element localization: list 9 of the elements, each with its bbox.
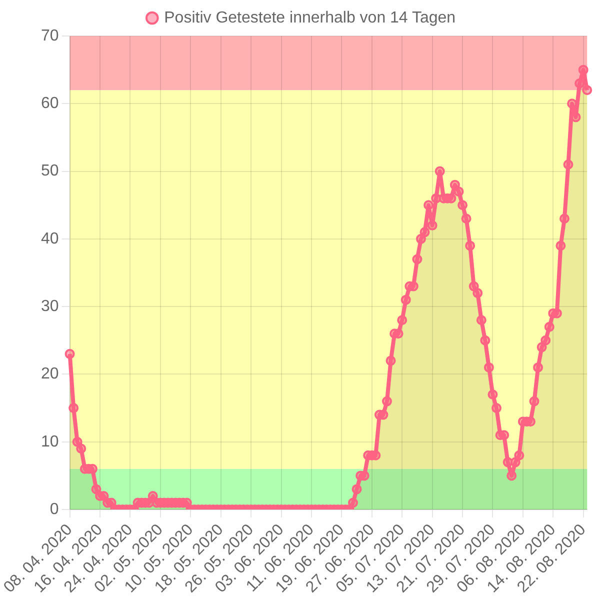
y-tick-label: 20: [41, 366, 59, 383]
legend-label: Positiv Getestete innerhalb von 14 Tagen: [164, 9, 456, 26]
y-tick-label: 50: [41, 162, 59, 180]
y-tick-label: 0: [50, 500, 59, 518]
y-tick-label: 70: [41, 27, 59, 44]
y-tick-label: 40: [41, 230, 59, 248]
y-tick-label: 60: [41, 95, 59, 112]
y-tick-label: 10: [41, 433, 59, 450]
y-tick-label: 30: [41, 298, 59, 315]
